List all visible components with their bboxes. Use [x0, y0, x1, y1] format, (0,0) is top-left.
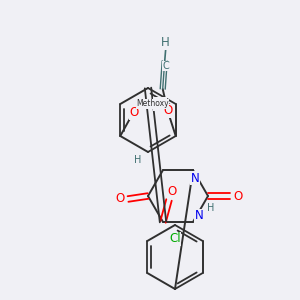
- Text: C: C: [162, 61, 169, 71]
- Text: H: H: [134, 155, 141, 165]
- Text: N: N: [190, 172, 200, 184]
- Text: O: O: [167, 185, 177, 199]
- Text: H: H: [161, 37, 170, 50]
- Text: O: O: [130, 106, 139, 119]
- Text: O: O: [163, 104, 172, 118]
- Text: N: N: [195, 209, 203, 223]
- Text: Br: Br: [153, 98, 166, 110]
- Text: H: H: [207, 203, 215, 213]
- Text: O: O: [233, 190, 243, 202]
- Text: Cl: Cl: [169, 232, 181, 245]
- Text: O: O: [116, 193, 124, 206]
- Text: Methoxy: Methoxy: [136, 100, 169, 109]
